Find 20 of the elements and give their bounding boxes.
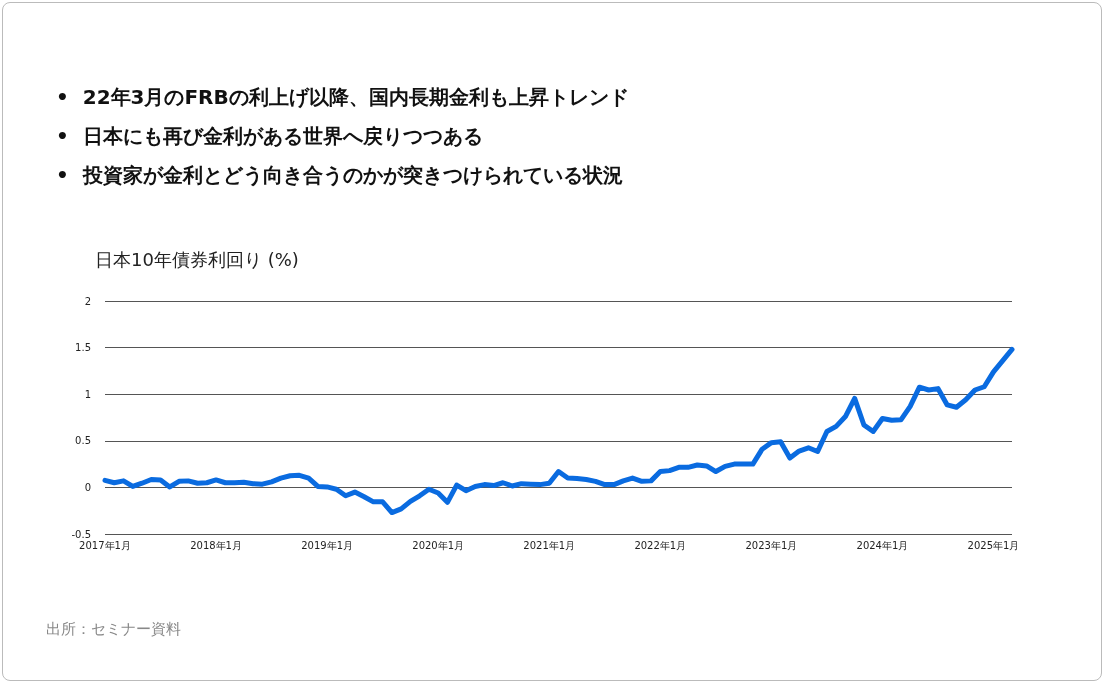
- x-tick-label: 2025年1月: [967, 539, 1020, 551]
- y-tick-label: 1: [84, 388, 91, 400]
- y-tick-label: -0.5: [71, 528, 91, 540]
- text: • 22年3月のFRBの利上げ以降、国内長期金利も上昇トレンド: [56, 84, 629, 111]
- text: • 日本にも再び金利がある世界へ戻りつつある: [56, 123, 484, 150]
- y-tick-label: 2: [84, 295, 91, 307]
- y-tick-label: 0.5: [75, 435, 91, 447]
- x-tick-label: 2022年1月: [634, 539, 687, 551]
- x-tick-label: 2023年1月: [745, 539, 798, 551]
- x-tick-label: 2018年1月: [190, 539, 242, 551]
- x-tick-label: 2019年1月: [301, 539, 354, 551]
- x-tick-label: 2017年1月: [79, 539, 131, 551]
- x-tick-label: 2020年1月: [412, 539, 465, 551]
- x-tick-label: 2021年1月: [523, 539, 576, 551]
- text: • 投資家が金利とどう向き合うのかが突きつけられている状況: [56, 162, 624, 189]
- y-tick-label: 0: [84, 481, 91, 493]
- text: 出所：セミナー資料: [46, 620, 181, 639]
- x-tick-label: 2024年1月: [856, 539, 909, 551]
- y-tick-label: 1.5: [75, 342, 91, 354]
- chart-title: 日本10年債券利回り (%): [95, 248, 299, 270]
